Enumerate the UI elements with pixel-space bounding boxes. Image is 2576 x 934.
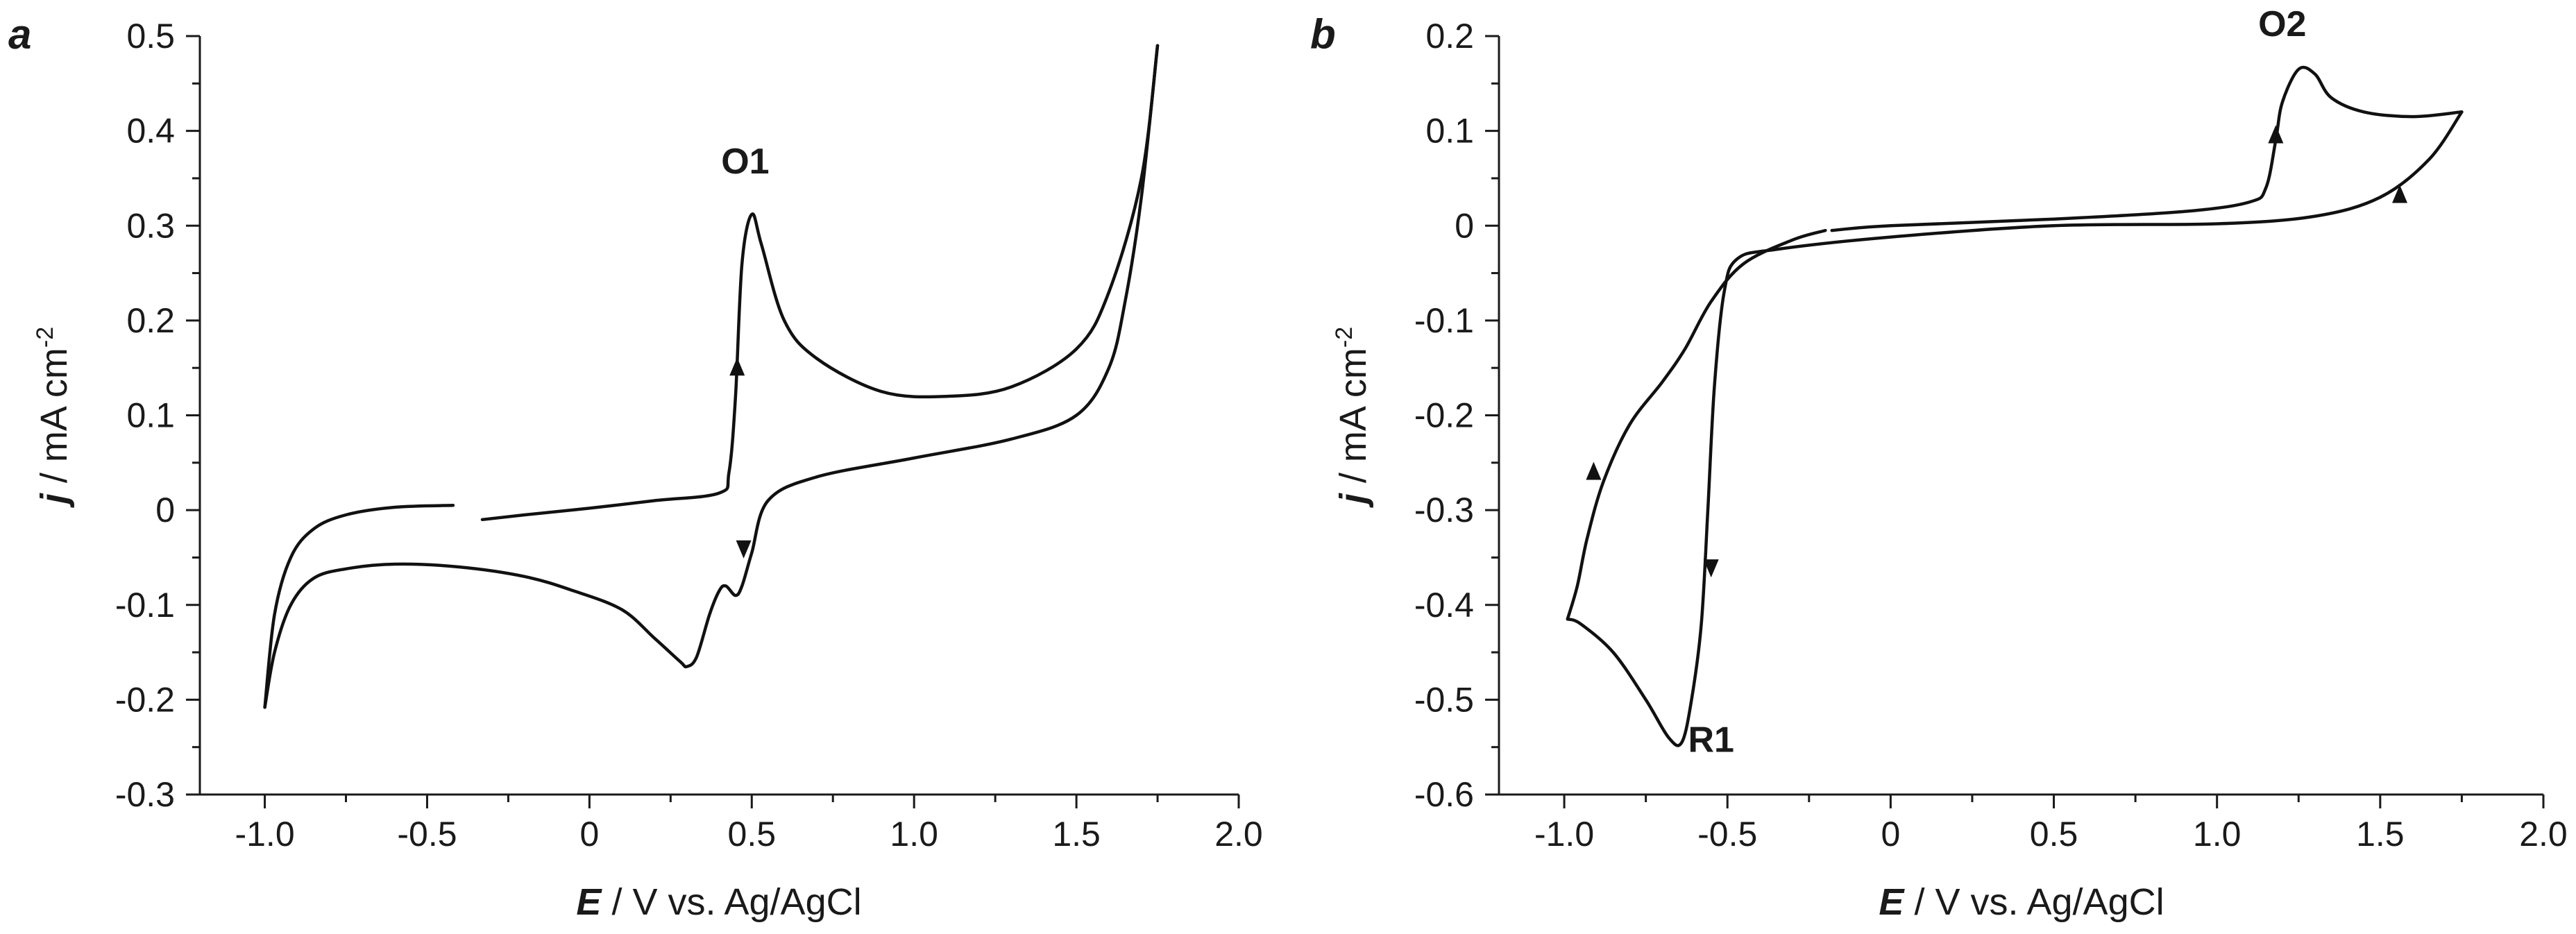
x-tick-label: 0 — [579, 815, 599, 854]
y-tick-label: 0.1 — [126, 396, 175, 435]
y-tick-label: 0.3 — [126, 206, 175, 245]
x-tick-label: 1.0 — [890, 815, 938, 854]
x-tick-label: -0.5 — [1697, 815, 1757, 854]
panel-letter: a — [8, 11, 31, 58]
x-tick-label: -0.5 — [397, 815, 457, 854]
x-axis-variable: E — [1879, 881, 1905, 923]
x-tick-label: 2.0 — [2519, 815, 2568, 854]
y-axis-unit: / mA cm — [1332, 348, 1374, 493]
y-tick-label: 0 — [1455, 206, 1474, 245]
y-axis-unit-exponent: -2 — [1331, 327, 1357, 348]
y-axis-variable: j — [33, 493, 75, 508]
x-tick-label: -1.0 — [235, 815, 294, 854]
y-tick-label: -0.2 — [1414, 396, 1474, 435]
y-tick-label: 0.2 — [1425, 17, 1474, 56]
scan-direction-arrow — [1586, 461, 1602, 480]
x-tick-label: 2.0 — [1214, 815, 1263, 854]
panel-letter: b — [1310, 11, 1336, 58]
x-axis-unit: / V vs. Ag/AgCl — [601, 881, 861, 923]
scan-direction-arrow — [736, 540, 752, 559]
x-tick-label: 0.5 — [728, 815, 777, 854]
y-tick-label: 0 — [155, 491, 175, 529]
cv-curve-anodic-scan — [1830, 65, 2464, 232]
y-axis-title: j / mA cm-2 — [1331, 327, 1374, 508]
cv-curve-return-sweep — [480, 44, 1160, 522]
y-tick-label: -0.3 — [1414, 491, 1474, 529]
y-tick-label: 0.5 — [126, 17, 175, 56]
chart-panel-a: -1.0 -0.5 0 0.5 1.0 1.5 2.0 -0.3 -0.2 -0.1 0 0.1 0.2… — [8, 11, 1263, 923]
y-tick-label: -0.2 — [115, 680, 175, 719]
y-axis-unit-exponent: -2 — [32, 327, 58, 348]
y-axis-unit: / mA cm — [33, 348, 75, 493]
x-axis-title: E / V vs. Ag/AgCl — [576, 881, 861, 923]
y-tick-label: -0.1 — [115, 586, 175, 625]
x-tick-label: 1.0 — [2193, 815, 2242, 854]
x-tick-label: -1.0 — [1534, 815, 1594, 854]
y-tick-label: -0.6 — [1414, 775, 1474, 814]
x-axis-title: E / V vs. Ag/AgCl — [1879, 881, 2164, 923]
x-axis-variable: E — [576, 881, 602, 923]
y-tick-label: 0.2 — [126, 301, 175, 340]
x-tick-label: 0.5 — [2030, 815, 2078, 854]
scan-direction-arrow — [2392, 185, 2408, 203]
chart-panel-b: -1.0 -0.5 0 0.5 1.0 1.5 2.0 -0.6 -0.5 -0.4 -0.3 -0.… — [1310, 4, 2568, 923]
peak-label: O1 — [721, 142, 769, 182]
y-tick-label: 0.4 — [126, 112, 175, 151]
x-tick-label: 1.5 — [2356, 815, 2405, 854]
scan-direction-arrow — [729, 357, 745, 376]
scan-direction-arrow — [2268, 125, 2284, 144]
scan-direction-arrow — [1703, 559, 1719, 578]
x-axis-unit: / V vs. Ag/AgCl — [1904, 881, 2164, 923]
cv-curve-forward-sweep — [263, 504, 455, 709]
y-axis-variable: j — [1332, 493, 1374, 508]
y-tick-label: -0.3 — [115, 775, 175, 814]
y-tick-label: -0.5 — [1414, 680, 1474, 719]
y-tick-label: -0.1 — [1414, 301, 1474, 340]
cv-curve-return-scan — [1566, 110, 2464, 747]
peak-label: R1 — [1688, 720, 1734, 761]
cv-curve-negative-scan — [1566, 228, 1827, 621]
y-tick-label: 0.1 — [1425, 112, 1474, 151]
x-tick-label: 1.5 — [1052, 815, 1101, 854]
x-tick-label: 0 — [1881, 815, 1900, 854]
cv-curve-reverse-sweep — [263, 44, 1160, 709]
y-tick-label: -0.4 — [1414, 586, 1474, 625]
peak-label: O2 — [2258, 4, 2306, 44]
y-axis-title: j / mA cm-2 — [32, 327, 75, 508]
